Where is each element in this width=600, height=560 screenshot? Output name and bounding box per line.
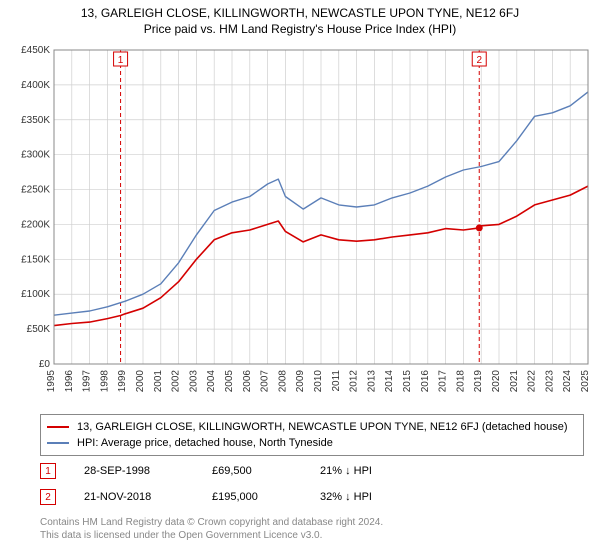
marker-table: 1 28-SEP-1998 £69,500 21% ↓ HPI 2 21-NOV… bbox=[40, 458, 372, 510]
svg-text:£200K: £200K bbox=[21, 219, 50, 230]
marker-price: £195,000 bbox=[212, 491, 292, 503]
legend-label-property: 13, GARLEIGH CLOSE, KILLINGWORTH, NEWCAS… bbox=[77, 421, 567, 433]
svg-text:1999: 1999 bbox=[117, 370, 128, 393]
marker-row: 1 28-SEP-1998 £69,500 21% ↓ HPI bbox=[40, 458, 372, 484]
svg-text:£350K: £350K bbox=[21, 115, 50, 126]
legend-row: HPI: Average price, detached house, Nort… bbox=[47, 435, 577, 451]
chart: £0 £50K £100K £150K £200K £250K £300K £350K £400… bbox=[8, 44, 592, 404]
marker-box-1: 1 bbox=[40, 463, 56, 479]
svg-text:2024: 2024 bbox=[562, 370, 573, 393]
page-title: 13, GARLEIGH CLOSE, KILLINGWORTH, NEWCAS… bbox=[0, 0, 600, 20]
marker-row: 2 21-NOV-2018 £195,000 32% ↓ HPI bbox=[40, 484, 372, 510]
svg-text:£150K: £150K bbox=[21, 254, 50, 265]
svg-text:£50K: £50K bbox=[27, 324, 51, 335]
svg-text:2010: 2010 bbox=[313, 370, 324, 393]
svg-text:1995: 1995 bbox=[46, 370, 57, 393]
legend-swatch-hpi bbox=[47, 442, 69, 444]
svg-text:2021: 2021 bbox=[509, 370, 520, 393]
svg-text:2017: 2017 bbox=[438, 370, 449, 393]
svg-text:2002: 2002 bbox=[171, 370, 182, 393]
svg-text:£400K: £400K bbox=[21, 80, 50, 91]
page-subtitle: Price paid vs. HM Land Registry's House … bbox=[0, 20, 600, 36]
footer-line-2: This data is licensed under the Open Gov… bbox=[40, 529, 383, 542]
svg-text:2023: 2023 bbox=[544, 370, 555, 393]
svg-text:2020: 2020 bbox=[491, 370, 502, 393]
svg-text:2022: 2022 bbox=[527, 370, 538, 393]
svg-text:2013: 2013 bbox=[366, 370, 377, 393]
svg-text:2016: 2016 bbox=[420, 370, 431, 393]
svg-text:1997: 1997 bbox=[82, 370, 93, 393]
legend-label-hpi: HPI: Average price, detached house, Nort… bbox=[77, 437, 333, 449]
svg-text:2003: 2003 bbox=[188, 370, 199, 393]
footer: Contains HM Land Registry data © Crown c… bbox=[40, 516, 383, 542]
svg-text:2011: 2011 bbox=[331, 370, 342, 392]
marker-box-2: 2 bbox=[40, 489, 56, 505]
svg-text:2008: 2008 bbox=[277, 370, 288, 393]
svg-text:2006: 2006 bbox=[242, 370, 253, 393]
legend-swatch-property bbox=[47, 426, 69, 428]
svg-text:2019: 2019 bbox=[473, 370, 484, 393]
legend-row: 13, GARLEIGH CLOSE, KILLINGWORTH, NEWCAS… bbox=[47, 419, 577, 435]
marker-delta: 32% ↓ HPI bbox=[320, 491, 372, 503]
svg-text:£450K: £450K bbox=[21, 45, 50, 56]
svg-text:2009: 2009 bbox=[295, 370, 306, 393]
svg-text:1996: 1996 bbox=[64, 370, 75, 393]
marker-date: 21-NOV-2018 bbox=[84, 491, 184, 503]
svg-text:1998: 1998 bbox=[99, 370, 110, 393]
footer-line-1: Contains HM Land Registry data © Crown c… bbox=[40, 516, 383, 529]
svg-text:2018: 2018 bbox=[455, 370, 466, 393]
svg-text:2012: 2012 bbox=[349, 370, 360, 393]
svg-text:2000: 2000 bbox=[135, 370, 146, 393]
marker-delta: 21% ↓ HPI bbox=[320, 465, 372, 477]
svg-text:£300K: £300K bbox=[21, 150, 50, 161]
svg-text:2004: 2004 bbox=[206, 370, 217, 393]
marker-date: 28-SEP-1998 bbox=[84, 465, 184, 477]
svg-text:£100K: £100K bbox=[21, 289, 50, 300]
chart-container: 13, GARLEIGH CLOSE, KILLINGWORTH, NEWCAS… bbox=[0, 0, 600, 560]
svg-text:2005: 2005 bbox=[224, 370, 235, 393]
svg-text:2001: 2001 bbox=[153, 370, 164, 393]
svg-text:2025: 2025 bbox=[580, 370, 591, 393]
marker-price: £69,500 bbox=[212, 465, 292, 477]
svg-text:£250K: £250K bbox=[21, 185, 50, 196]
svg-text:2007: 2007 bbox=[260, 370, 271, 393]
svg-text:2014: 2014 bbox=[384, 370, 395, 393]
svg-text:2015: 2015 bbox=[402, 370, 413, 393]
svg-text:2: 2 bbox=[476, 55, 482, 66]
legend: 13, GARLEIGH CLOSE, KILLINGWORTH, NEWCAS… bbox=[40, 414, 584, 456]
svg-text:£0: £0 bbox=[39, 359, 51, 370]
svg-text:1: 1 bbox=[118, 55, 124, 66]
line-chart-svg: £0 £50K £100K £150K £200K £250K £300K £350K £400… bbox=[8, 44, 592, 404]
